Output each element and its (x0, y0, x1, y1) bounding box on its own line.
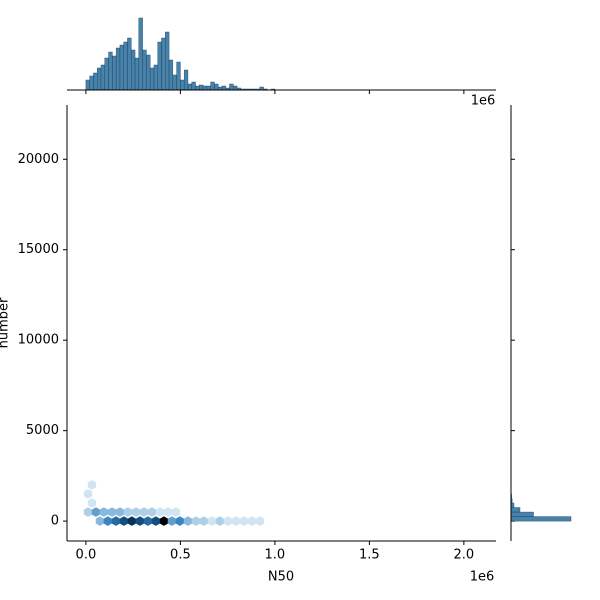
hex-cell (99, 507, 109, 517)
hex-cell (91, 507, 101, 517)
hist-bar (134, 57, 140, 91)
hex-cell (175, 516, 184, 526)
hex-cell (207, 516, 217, 526)
hex-cell (135, 516, 145, 526)
hist-bar (510, 516, 572, 522)
top-offset-text: 1e6 (471, 94, 496, 109)
x-tick-label: 1.5 (359, 548, 380, 563)
hex-cell (183, 516, 193, 526)
hist-bar (202, 85, 208, 91)
hist-bar (93, 72, 98, 91)
hex-cell (139, 507, 149, 517)
y-axis-label: number (0, 297, 12, 348)
hex-cell (107, 507, 117, 517)
hist-bar (131, 49, 136, 91)
hex-cell (167, 516, 177, 526)
hist-bar (510, 507, 521, 513)
hist-bar (138, 17, 143, 91)
y-tick-label: 10000 (18, 333, 59, 348)
hist-bar (85, 79, 90, 91)
hist-bar (112, 55, 117, 91)
hex-cell (239, 516, 249, 526)
y-tick-label: 20000 (18, 152, 59, 167)
hex-cell (223, 516, 232, 526)
hex-cell (171, 507, 181, 517)
x-tick-label: 0.5 (170, 548, 191, 563)
hex-cell (103, 516, 112, 526)
hist-bar (97, 67, 102, 91)
hist-bar (168, 59, 174, 91)
x-tick-label: 0.0 (76, 548, 97, 563)
x-axis-label: N50 (268, 570, 294, 585)
hist-bar (115, 47, 121, 91)
hist-bar (176, 61, 181, 91)
hist-bar (127, 37, 132, 91)
hist-bar (119, 44, 124, 91)
hist-bar (180, 79, 185, 91)
hex-cell (87, 480, 97, 490)
y-tick-label: 5000 (26, 423, 59, 438)
hist-bar (183, 69, 189, 91)
hex-cell (255, 516, 265, 526)
hist-bar (199, 84, 204, 91)
hex-cell (143, 516, 153, 526)
hist-bar (123, 41, 128, 91)
hist-bar (206, 85, 211, 91)
x-offset-text: 1e6 (470, 570, 495, 585)
hist-bar (157, 41, 162, 91)
hex-cell (115, 507, 125, 517)
hex-cell (151, 516, 160, 526)
hist-bar (142, 49, 147, 91)
hex-cell (95, 516, 105, 526)
hist-bar (146, 54, 151, 91)
hex-cell (199, 516, 208, 526)
hex-cell (163, 507, 173, 517)
x-tick-label: 2.0 (454, 548, 475, 563)
hex-cell (127, 516, 136, 526)
hist-bar (233, 85, 238, 91)
hist-bar (172, 74, 177, 91)
hex-cell (159, 516, 169, 526)
y-tick-label: 15000 (18, 242, 59, 257)
hist-bar (187, 83, 192, 91)
x-tick-label: 1.0 (265, 548, 286, 563)
hex-cell (123, 507, 133, 517)
hex-cell (155, 507, 165, 517)
hist-bar (210, 81, 215, 91)
hex-cell (119, 516, 129, 526)
hist-bar (100, 64, 105, 91)
hist-bar (191, 81, 196, 91)
y-tick-label: 0 (51, 514, 59, 529)
hist-bar (161, 37, 166, 91)
hist-bar (149, 67, 155, 91)
hex-cell (131, 507, 141, 517)
hist-bar (214, 83, 219, 91)
hex-cell (147, 507, 157, 517)
hex-cell (191, 516, 201, 526)
hist-bar (104, 57, 109, 91)
hex-cell (83, 507, 93, 517)
hist-bar (221, 85, 226, 91)
hist-bar (108, 51, 113, 91)
hex-cell (111, 516, 121, 526)
hist-bar (195, 85, 200, 91)
hex-cell (83, 489, 93, 499)
hex-cell (87, 498, 97, 508)
hist-bar (229, 83, 234, 91)
hex-cell (231, 516, 241, 526)
hist-bar (89, 75, 94, 91)
hex-cell (215, 516, 225, 526)
hist-bar (165, 31, 170, 91)
hist-bar (510, 511, 534, 517)
hex-cell (247, 516, 256, 526)
hist-bar (153, 64, 158, 91)
